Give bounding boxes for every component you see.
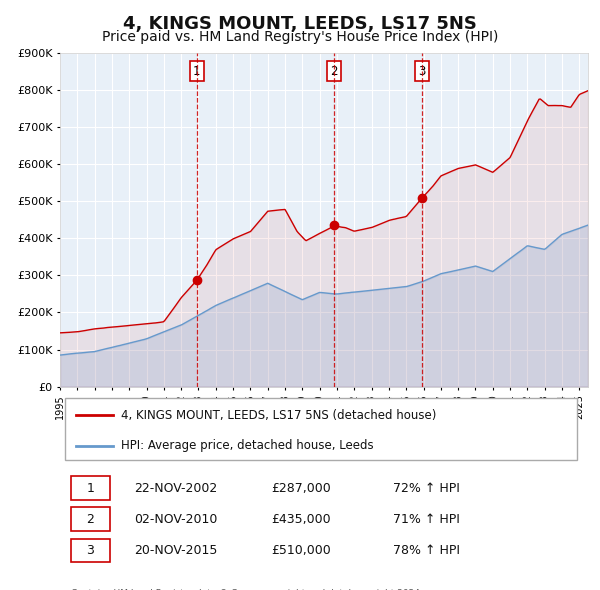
Text: 3: 3	[86, 544, 94, 557]
Text: 78% ↑ HPI: 78% ↑ HPI	[392, 544, 460, 557]
Text: 1: 1	[193, 65, 200, 78]
Text: 2: 2	[331, 65, 338, 78]
Text: 1: 1	[86, 481, 94, 494]
Text: 3: 3	[418, 65, 425, 78]
FancyBboxPatch shape	[65, 398, 577, 460]
FancyBboxPatch shape	[71, 476, 110, 500]
Text: 02-NOV-2010: 02-NOV-2010	[134, 513, 217, 526]
Text: 2: 2	[86, 513, 94, 526]
FancyBboxPatch shape	[71, 507, 110, 531]
Text: 4, KINGS MOUNT, LEEDS, LS17 5NS (detached house): 4, KINGS MOUNT, LEEDS, LS17 5NS (detache…	[121, 409, 436, 422]
Text: Contains HM Land Registry data © Crown copyright and database right 2024.: Contains HM Land Registry data © Crown c…	[71, 589, 422, 590]
Text: 4, KINGS MOUNT, LEEDS, LS17 5NS: 4, KINGS MOUNT, LEEDS, LS17 5NS	[123, 15, 477, 33]
Text: 72% ↑ HPI: 72% ↑ HPI	[392, 481, 460, 494]
Text: £287,000: £287,000	[271, 481, 331, 494]
FancyBboxPatch shape	[71, 539, 110, 562]
Text: 22-NOV-2002: 22-NOV-2002	[134, 481, 217, 494]
Text: 20-NOV-2015: 20-NOV-2015	[134, 544, 217, 557]
Text: HPI: Average price, detached house, Leeds: HPI: Average price, detached house, Leed…	[121, 439, 373, 452]
Text: £435,000: £435,000	[271, 513, 331, 526]
Text: £510,000: £510,000	[271, 544, 331, 557]
Text: 71% ↑ HPI: 71% ↑ HPI	[392, 513, 460, 526]
Text: Price paid vs. HM Land Registry's House Price Index (HPI): Price paid vs. HM Land Registry's House …	[102, 30, 498, 44]
